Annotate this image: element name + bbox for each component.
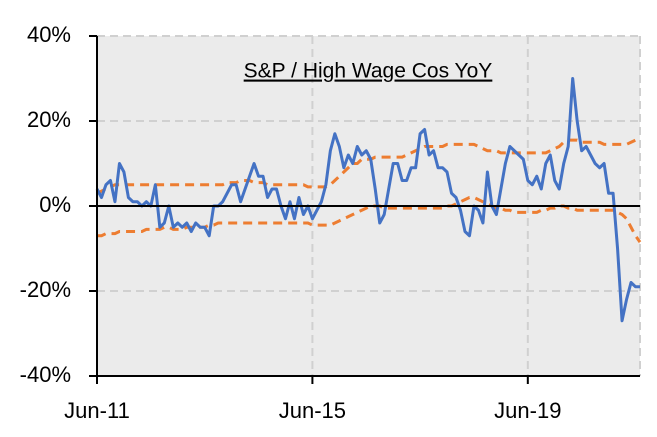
- y-tick-label: 20%: [27, 107, 71, 132]
- axes: -40% -20% 0% 20% 40% Jun-11 Jun-15 Jun-19: [20, 22, 640, 423]
- y-tick-label: 0%: [39, 192, 71, 217]
- chart-title: S&P / High Wage Cos YoY: [244, 60, 493, 83]
- x-tick-label: Jun-15: [279, 398, 346, 423]
- marks: [95, 77, 642, 323]
- series-line: [95, 77, 640, 323]
- x-tick-label: Jun-19: [494, 398, 561, 423]
- y-tick-label: 40%: [27, 22, 71, 47]
- x-tick-label: Jun-11: [64, 398, 130, 423]
- y-tick-label: -40%: [20, 362, 71, 387]
- series-line: [96, 136, 641, 195]
- y-tick-label: -20%: [20, 277, 71, 302]
